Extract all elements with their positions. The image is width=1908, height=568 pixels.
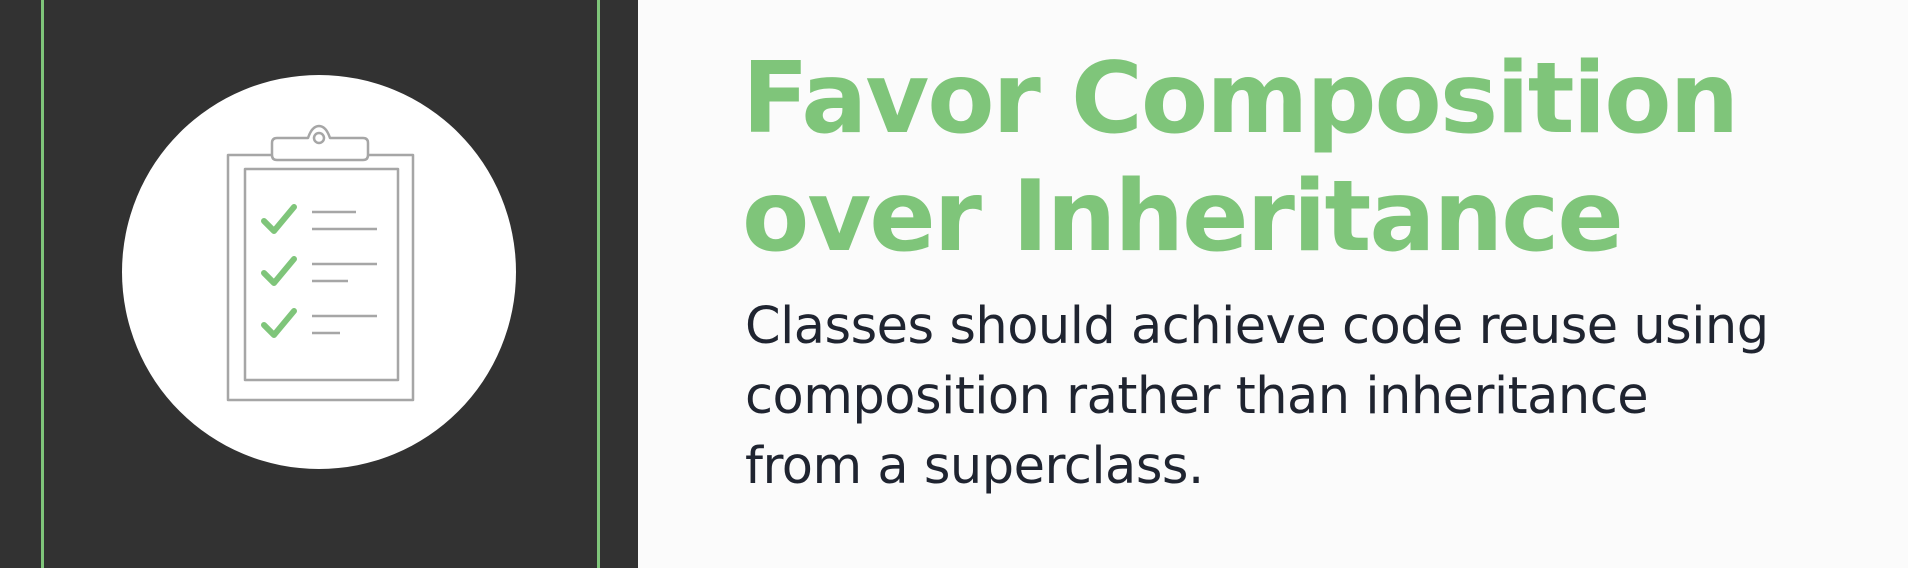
left-panel — [0, 0, 638, 568]
check-mark-icon — [261, 256, 297, 286]
slide-title: Favor Composition over Inheritance — [742, 40, 1739, 276]
check-mark-icon — [261, 308, 297, 338]
accent-line-right — [597, 0, 600, 568]
check-mark-icon — [261, 204, 297, 234]
body-line: Classes should achieve code reuse using — [745, 297, 1769, 356]
icon-circle — [122, 75, 516, 469]
slide-body: Classes should achieve code reuse using … — [745, 292, 1769, 502]
title-line: over Inheritance — [742, 160, 1624, 274]
accent-line-left — [41, 0, 44, 568]
body-line: composition rather than inheritance — [745, 367, 1649, 426]
title-line: Favor Composition — [742, 42, 1739, 156]
clipboard-checklist-icon — [226, 124, 415, 402]
body-line: from a superclass. — [745, 437, 1204, 496]
